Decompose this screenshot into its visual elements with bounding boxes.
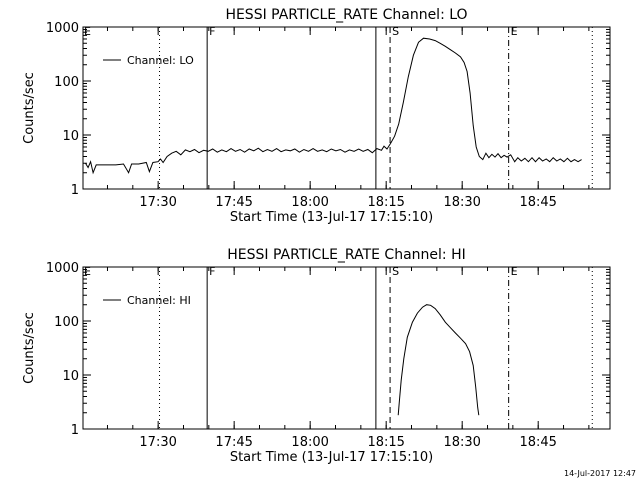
event-marker-label: F: [209, 265, 215, 278]
y-tick-label: 10: [62, 369, 79, 384]
y-axis-label: Counts/sec: [22, 312, 37, 384]
x-tick-label: 17:45: [215, 435, 252, 450]
x-tick-label: 17:45: [215, 195, 252, 210]
x-tick-label: 18:45: [519, 195, 556, 210]
y-axis-label: Counts/sec: [22, 72, 37, 144]
legend-label: Channel: LO: [127, 54, 194, 67]
x-tick-label: 17:30: [139, 435, 176, 450]
x-tick-label: 18:15: [367, 195, 404, 210]
data-series-line-0: [85, 37, 582, 175]
y-tick-label: 10: [62, 129, 79, 144]
y-tick-label: 1000: [46, 21, 79, 36]
event-marker-label: S: [392, 265, 399, 278]
legend-label: Channel: HI: [127, 294, 191, 307]
x-axis-label: Start Time (13-Jul-17 17:15:10): [230, 210, 433, 225]
x-tick-label: 17:30: [139, 195, 176, 210]
x-tick-label: 18:00: [291, 195, 328, 210]
x-tick-label: 18:30: [443, 435, 480, 450]
y-tick-label: 100: [54, 75, 79, 90]
x-tick-label: 18:00: [291, 435, 328, 450]
x-tick-label: 18:45: [519, 435, 556, 450]
data-series-line-0: [397, 304, 480, 416]
edge-marker-label: E: [84, 265, 91, 278]
edge-marker-label: E: [84, 25, 91, 38]
x-tick-label: 18:15: [367, 435, 404, 450]
footer-timestamp: 14-Jul-2017 12:47: [563, 469, 636, 478]
y-tick-label: 100: [54, 315, 79, 330]
event-marker-label: S: [392, 25, 399, 38]
y-tick-label: 1: [71, 183, 79, 198]
x-axis-label: Start Time (13-Jul-17 17:15:10): [230, 450, 433, 465]
x-tick-label: 18:30: [443, 195, 480, 210]
chart-panel-1: HESSI PARTICLE_RATE Channel: HI 1 10 100 100…: [22, 247, 611, 465]
plot-frame: [82, 266, 611, 430]
event-marker-label: E: [511, 25, 518, 38]
event-marker-label: F: [209, 25, 215, 38]
chart-panel-0: HESSI PARTICLE_RATE Channel: LO 1 10 100 100…: [22, 7, 611, 225]
plot-frame: [82, 26, 611, 190]
event-marker-label: E: [511, 265, 518, 278]
y-tick-label: 1000: [46, 261, 79, 276]
chart-title: HESSI PARTICLE_RATE Channel: LO: [225, 7, 467, 23]
y-tick-label: 1: [71, 423, 79, 438]
chart-title: HESSI PARTICLE_RATE Channel: HI: [227, 247, 465, 263]
